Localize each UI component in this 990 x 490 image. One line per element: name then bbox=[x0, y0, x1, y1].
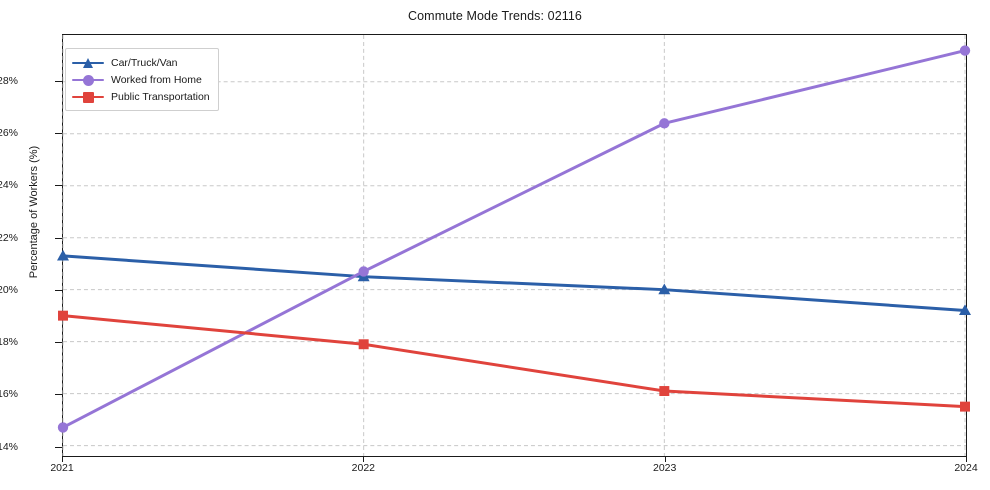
square-marker-icon bbox=[358, 339, 369, 350]
x-tick-mark bbox=[363, 457, 365, 462]
y-tick-mark bbox=[55, 446, 62, 448]
square-marker-icon bbox=[659, 386, 670, 397]
circle-marker-icon bbox=[57, 422, 69, 433]
y-tick-mark bbox=[55, 237, 62, 239]
y-tick-mark bbox=[55, 185, 62, 187]
y-axis-label: Percentage of Workers (%) bbox=[28, 145, 40, 279]
x-tick-label: 2022 bbox=[351, 462, 376, 474]
y-tick-mark bbox=[55, 133, 62, 135]
series-layer bbox=[57, 45, 971, 433]
y-tick-label: 16% bbox=[0, 388, 18, 401]
legend-label-car-truck-van: Car/Truck/Van bbox=[111, 56, 178, 69]
circle-marker-icon bbox=[83, 74, 94, 86]
series-line bbox=[61, 254, 967, 312]
chart-legend: Car/Truck/Van Worked from Home Public Tr… bbox=[65, 48, 219, 111]
y-tick-label: 14% bbox=[0, 440, 18, 453]
legend-label-public-transportation: Public Transportation bbox=[111, 90, 210, 103]
series-line bbox=[61, 314, 967, 409]
chart-title: Commute Mode Trends: 02116 bbox=[408, 9, 582, 23]
circle-marker-icon bbox=[959, 45, 971, 56]
legend-label-worked-from-home: Worked from Home bbox=[111, 73, 202, 86]
y-tick-label: 22% bbox=[0, 231, 18, 244]
x-tick-label: 2023 bbox=[652, 462, 677, 474]
legend-item-public-transportation[interactable]: Public Transportation bbox=[72, 88, 210, 105]
square-marker-icon bbox=[960, 401, 970, 412]
y-tick-mark bbox=[55, 81, 62, 82]
triangle-up-marker-icon bbox=[658, 283, 671, 295]
triangle-up-marker-icon bbox=[959, 304, 971, 316]
square-marker-icon bbox=[83, 91, 94, 103]
x-tick-mark bbox=[664, 457, 666, 462]
triangle-up-marker-icon bbox=[83, 57, 93, 68]
circle-marker-icon bbox=[358, 266, 369, 277]
triangle-up-marker-icon bbox=[57, 249, 69, 261]
circle-marker-icon bbox=[659, 118, 670, 129]
y-tick-mark bbox=[55, 289, 62, 291]
x-tick-mark bbox=[62, 457, 63, 462]
y-tick-label: 24% bbox=[0, 179, 18, 192]
legend-item-worked-from-home[interactable]: Worked from Home bbox=[72, 71, 210, 88]
y-tick-label: 26% bbox=[0, 127, 18, 140]
series-line bbox=[61, 49, 967, 429]
y-tick-label: 28% bbox=[0, 75, 18, 87]
x-tick-label: 2021 bbox=[50, 462, 74, 474]
x-tick-mark bbox=[966, 457, 967, 462]
y-tick-label: 20% bbox=[0, 283, 18, 296]
legend-swatch-car-truck-van bbox=[72, 56, 104, 70]
x-tick-label: 2024 bbox=[954, 462, 978, 474]
legend-swatch-worked-from-home bbox=[72, 73, 104, 87]
square-marker-icon bbox=[58, 310, 68, 321]
y-tick-mark bbox=[55, 342, 62, 344]
y-tick-mark bbox=[55, 394, 62, 396]
y-tick-label: 18% bbox=[0, 336, 18, 349]
legend-item-car-truck-van[interactable]: Car/Truck/Van bbox=[72, 54, 210, 71]
legend-swatch-public-transportation bbox=[72, 90, 104, 104]
